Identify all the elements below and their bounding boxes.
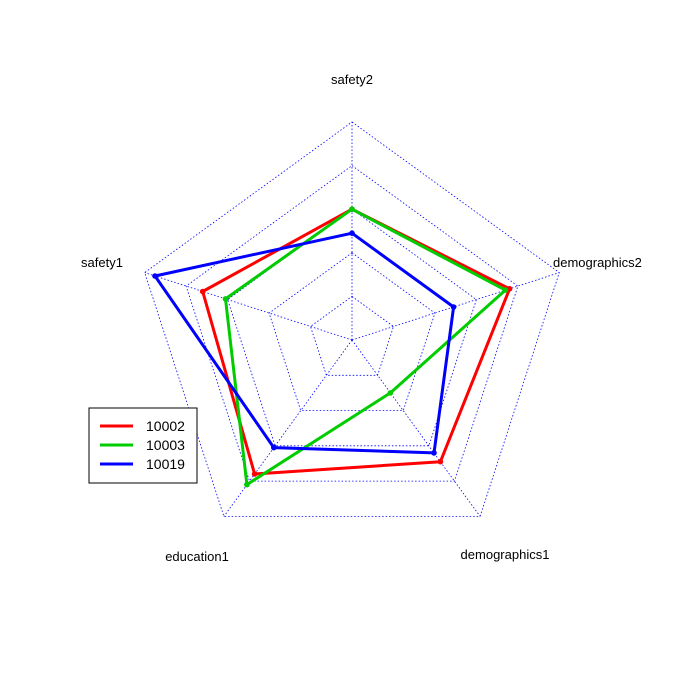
point-10019-safety2 [349,230,355,236]
series-10019 [152,230,457,456]
grid-ring-4 [185,165,519,482]
axis-label-safety1: safety1 [81,255,123,270]
spoke-education1 [223,339,353,517]
point-10019-safety1 [152,273,158,279]
point-10003-demographics2 [502,287,509,293]
grid-ring-2 [268,252,436,411]
axis-labels: safety2 demographics2 demographics1 educati… [81,72,642,564]
point-10002-demographics1 [437,458,444,465]
point-10003-safety1 [222,296,229,302]
axis-label-demographics1: demographics1 [461,547,550,562]
series-line-10003 [224,207,507,487]
spoke-demographics1 [351,339,481,517]
legend-label-10002: 10002 [146,418,185,434]
point-10019-demographics1 [431,450,437,456]
radar-series [152,206,513,488]
legend-label-10019: 10019 [146,456,185,472]
point-10002-demographics2 [506,286,513,292]
legend: 10002 10003 10019 [88,407,198,484]
grid-ring-5 [144,121,560,517]
grid-ring-1 [310,295,394,376]
series-line-10019 [153,231,456,455]
series-10003 [222,206,509,488]
point-10002-safety1 [199,288,206,295]
point-10019-demographics2 [450,304,457,310]
point-10003-education1 [244,481,250,488]
series-line-10002 [201,207,512,476]
point-10003-safety2 [349,206,355,212]
legend-label-10003: 10003 [146,437,185,453]
axis-label-safety2: safety2 [331,72,373,87]
point-10019-education1 [271,444,277,451]
series-10002 [199,206,513,477]
axis-label-education1: education1 [165,549,229,564]
point-10003-demographics1 [387,390,394,396]
axis-label-demographics2: demographics2 [553,255,642,270]
point-10002-education1 [251,471,258,477]
spoke-safety1 [144,272,353,341]
